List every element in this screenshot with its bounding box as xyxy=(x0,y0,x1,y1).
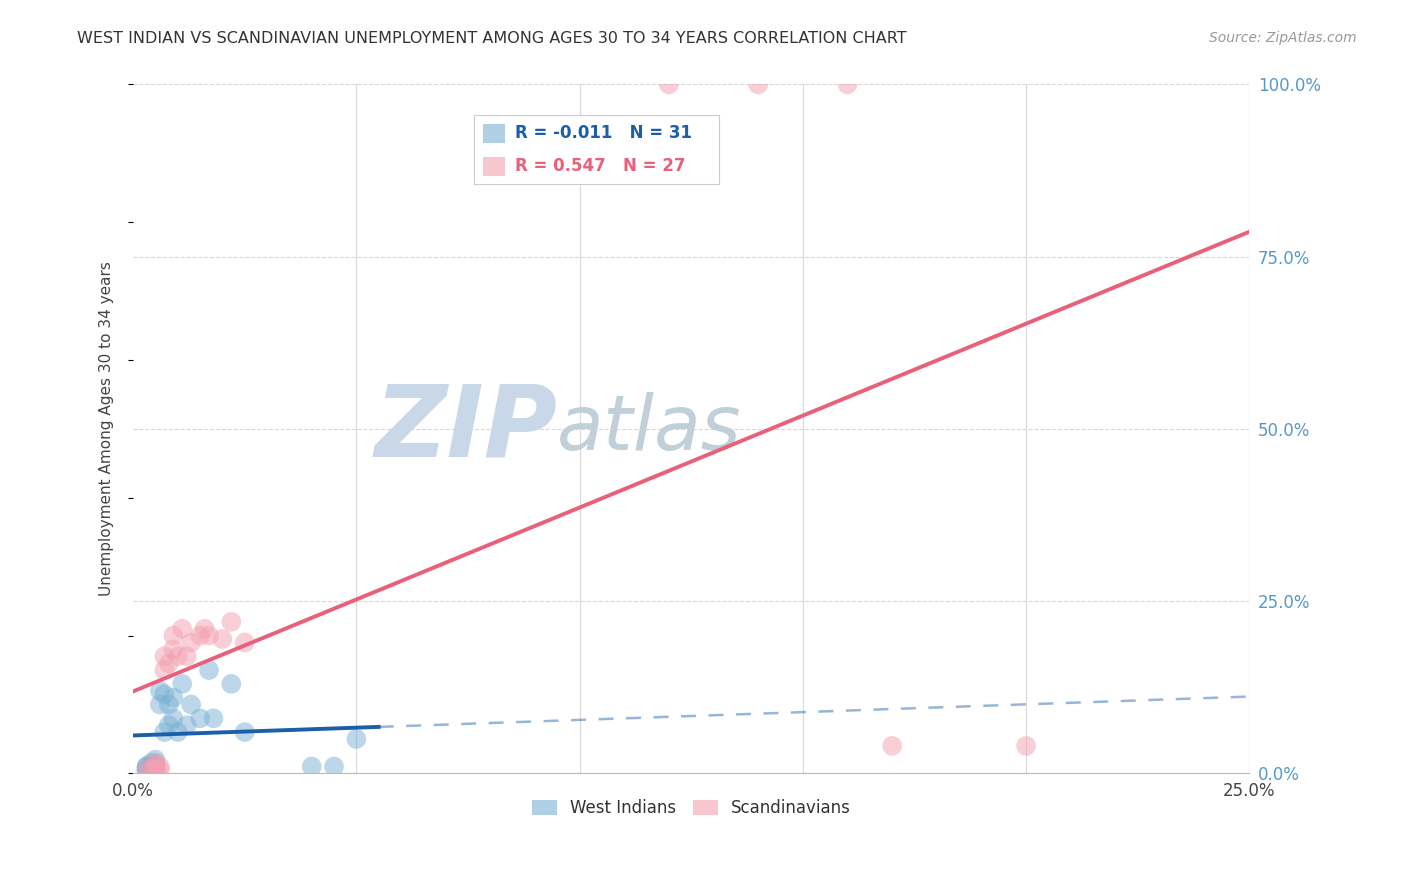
Point xyxy=(149,759,172,773)
Point xyxy=(172,677,194,691)
Point xyxy=(135,759,157,773)
Point xyxy=(153,663,176,677)
Point xyxy=(145,759,167,773)
Point xyxy=(162,629,184,643)
Point xyxy=(221,677,243,691)
Point xyxy=(139,759,162,773)
Point xyxy=(198,629,221,643)
Point xyxy=(162,642,184,657)
Point xyxy=(301,759,323,773)
Point xyxy=(193,622,215,636)
Point xyxy=(172,622,194,636)
Point xyxy=(149,683,172,698)
Point xyxy=(211,632,233,646)
Point xyxy=(157,718,180,732)
Point xyxy=(135,763,157,777)
Point xyxy=(153,725,176,739)
Text: ZIP: ZIP xyxy=(374,380,557,477)
Point xyxy=(145,756,167,770)
Point xyxy=(145,756,167,770)
Point xyxy=(176,649,198,664)
Point xyxy=(202,711,225,725)
Point xyxy=(139,763,162,777)
Point xyxy=(221,615,243,629)
Point xyxy=(135,763,157,777)
Legend: West Indians, Scandinavians: West Indians, Scandinavians xyxy=(524,792,858,823)
Point xyxy=(145,753,167,767)
Text: WEST INDIAN VS SCANDINAVIAN UNEMPLOYMENT AMONG AGES 30 TO 34 YEARS CORRELATION C: WEST INDIAN VS SCANDINAVIAN UNEMPLOYMENT… xyxy=(77,31,907,46)
Point xyxy=(1015,739,1038,753)
Point xyxy=(747,78,769,92)
Point xyxy=(344,731,367,746)
Point xyxy=(135,759,157,773)
Point xyxy=(323,759,346,773)
Point xyxy=(233,635,256,649)
Point xyxy=(188,711,211,725)
Point xyxy=(198,663,221,677)
Point xyxy=(145,759,167,773)
Point xyxy=(180,635,202,649)
Point xyxy=(139,763,162,777)
Point xyxy=(837,78,859,92)
Point xyxy=(139,756,162,770)
Point xyxy=(145,763,167,777)
Point xyxy=(157,656,180,670)
Text: atlas: atlas xyxy=(557,392,742,466)
Point xyxy=(162,711,184,725)
Point xyxy=(153,649,176,664)
Point xyxy=(180,698,202,712)
Y-axis label: Unemployment Among Ages 30 to 34 years: Unemployment Among Ages 30 to 34 years xyxy=(100,261,114,597)
Point xyxy=(149,698,172,712)
Point xyxy=(162,690,184,705)
Point xyxy=(157,698,180,712)
Point xyxy=(149,763,172,777)
Point xyxy=(176,718,198,732)
Point xyxy=(658,78,681,92)
Text: Source: ZipAtlas.com: Source: ZipAtlas.com xyxy=(1209,31,1357,45)
Point xyxy=(188,629,211,643)
Point xyxy=(135,763,157,777)
Point xyxy=(166,725,188,739)
Point xyxy=(882,739,904,753)
Point xyxy=(153,687,176,701)
Point xyxy=(166,649,188,664)
Point xyxy=(233,725,256,739)
Point xyxy=(145,763,167,777)
